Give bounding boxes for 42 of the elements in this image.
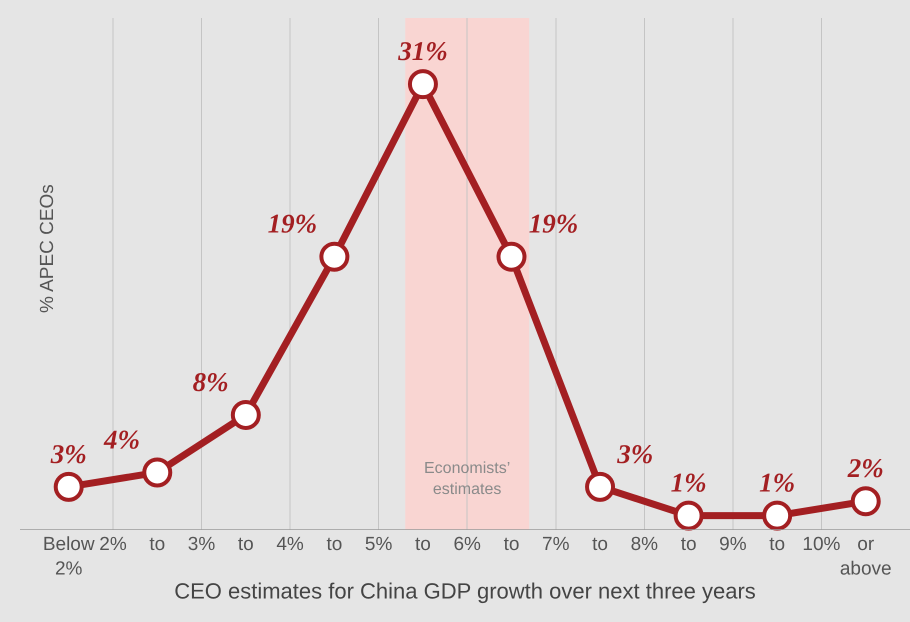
x-tick-label: to xyxy=(415,534,431,555)
data-label: 1% xyxy=(670,468,707,498)
x-tick-label: to xyxy=(504,534,520,555)
point xyxy=(142,457,172,488)
x-tick-label: to xyxy=(592,534,608,555)
data-label: 2% xyxy=(846,453,884,484)
point xyxy=(585,472,616,502)
point xyxy=(674,500,704,531)
x-tick-label: 3% xyxy=(188,534,216,555)
point xyxy=(762,500,792,531)
x-tick-label: to xyxy=(149,534,166,555)
data-label: 3% xyxy=(616,438,654,469)
x-tick-label: 5% xyxy=(364,534,392,555)
x-tick-label: 2% xyxy=(99,534,127,555)
x-tick-label: to xyxy=(326,534,342,555)
band-label: Economists’ estimates xyxy=(424,460,510,498)
point xyxy=(230,400,261,430)
x-tick-label: 4% xyxy=(276,534,304,555)
data-label: 31% xyxy=(397,36,448,66)
x-tick-label: or above xyxy=(840,534,892,580)
data-label: 8% xyxy=(192,366,229,397)
point xyxy=(54,472,84,502)
x-tick-label: to xyxy=(238,534,254,555)
x-axis-title: CEO estimates for China GDP growth over next three years xyxy=(174,578,756,604)
x-tick-label: Below 2% xyxy=(42,534,95,580)
x-tick-label: to xyxy=(680,534,697,555)
x-tick-label: 7% xyxy=(542,534,570,555)
data-label: 1% xyxy=(759,468,796,498)
point xyxy=(850,486,881,516)
x-tick-label: 9% xyxy=(719,534,747,555)
x-tick-label: 10% xyxy=(802,534,841,555)
data-label: 4% xyxy=(103,424,140,454)
data-label: 3% xyxy=(50,438,87,469)
x-tick-label: to xyxy=(769,534,786,555)
x-tick-label: 6% xyxy=(453,534,482,555)
point xyxy=(319,242,350,272)
data-label: 19% xyxy=(268,208,318,239)
point xyxy=(408,69,438,100)
data-label: 19% xyxy=(528,208,578,239)
point xyxy=(496,242,526,272)
x-tick-label: 8% xyxy=(630,534,658,555)
y-axis-title: % APEC CEOs xyxy=(37,184,58,314)
